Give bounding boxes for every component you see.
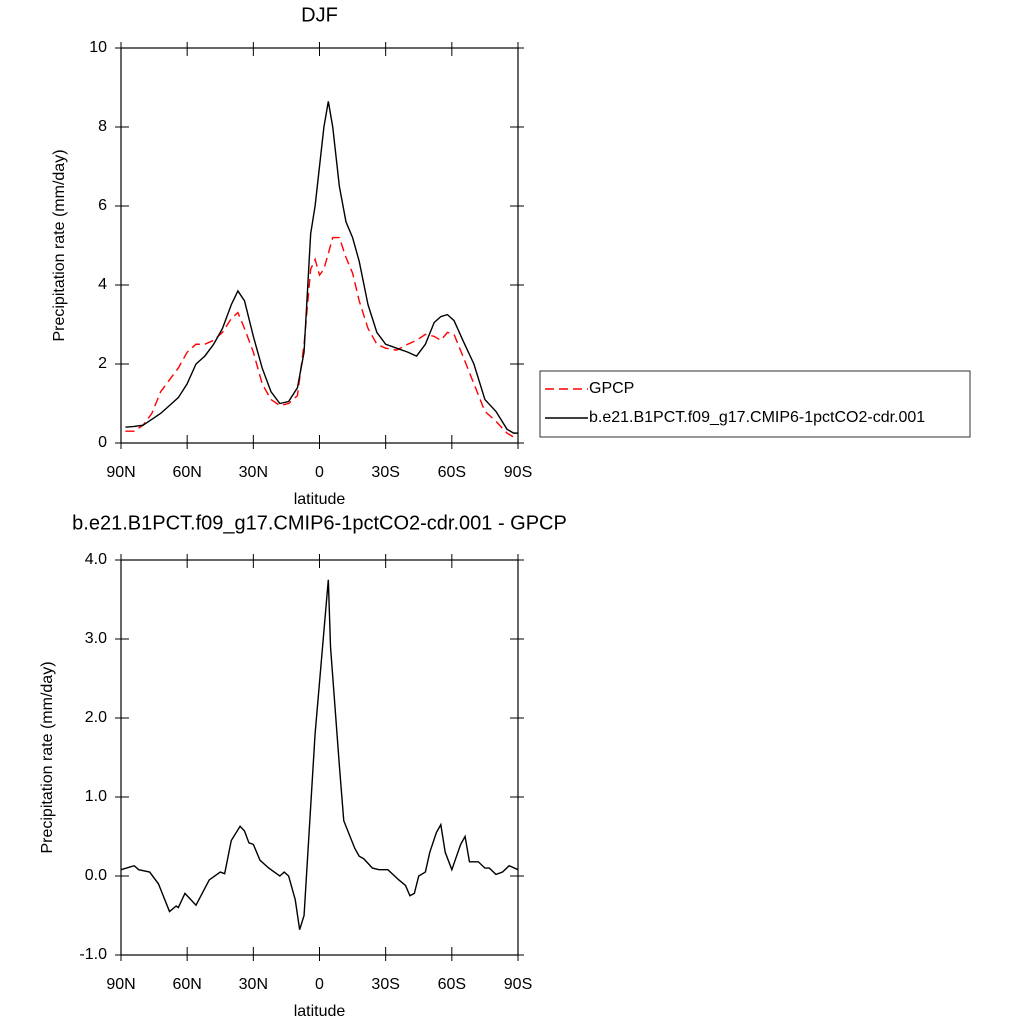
x-tick-label: 60N xyxy=(172,464,201,481)
y-tick-label: 3.0 xyxy=(85,630,107,647)
plot-frame xyxy=(120,559,519,956)
y-axis-label: Precipitation rate (mm/day) xyxy=(39,661,56,853)
y-tick-label: 10 xyxy=(89,39,107,56)
x-tick-label: 30N xyxy=(239,976,268,993)
y-tick-label: -1.0 xyxy=(79,946,107,963)
y-tick-label: 2.0 xyxy=(85,709,107,726)
data-line xyxy=(120,579,519,930)
x-tick-label: 0 xyxy=(315,464,324,481)
y-tick-label: 8 xyxy=(98,118,107,135)
chart-title: b.e21.B1PCT.f09_g17.CMIP6-1pctCO2-cdr.00… xyxy=(72,512,567,534)
x-tick-label: 60S xyxy=(438,976,466,993)
chart-title: DJF xyxy=(301,4,338,26)
y-axis-label: Precipitation rate (mm/day) xyxy=(51,149,68,341)
x-tick-label: 90S xyxy=(504,464,532,481)
x-axis-label: latitude xyxy=(294,1003,346,1020)
x-tick-label: 30S xyxy=(371,464,399,481)
legend-label: GPCP xyxy=(589,380,634,397)
y-tick-label: 4.0 xyxy=(85,551,107,568)
y-tick-label: 2 xyxy=(98,355,107,372)
x-tick-label: 30S xyxy=(371,976,399,993)
x-tick-label: 30N xyxy=(239,464,268,481)
x-tick-label: 0 xyxy=(315,976,324,993)
x-tick-label: 90S xyxy=(504,976,532,993)
y-tick-label: 6 xyxy=(98,197,107,214)
data-line xyxy=(125,101,518,434)
x-tick-label: 60S xyxy=(438,464,466,481)
x-tick-label: 60N xyxy=(172,976,201,993)
y-tick-label: 0.0 xyxy=(85,867,107,884)
legend-box xyxy=(539,370,971,438)
x-tick-label: 90N xyxy=(106,976,135,993)
y-tick-label: 0 xyxy=(98,434,107,451)
plot-frame xyxy=(120,47,519,444)
y-tick-label: 4 xyxy=(98,276,107,293)
x-tick-label: 90N xyxy=(106,464,135,481)
data-line xyxy=(125,236,518,438)
x-axis-label: latitude xyxy=(294,491,346,508)
y-tick-label: 1.0 xyxy=(85,788,107,805)
legend-label: b.e21.B1PCT.f09_g17.CMIP6-1pctCO2-cdr.00… xyxy=(589,409,925,426)
